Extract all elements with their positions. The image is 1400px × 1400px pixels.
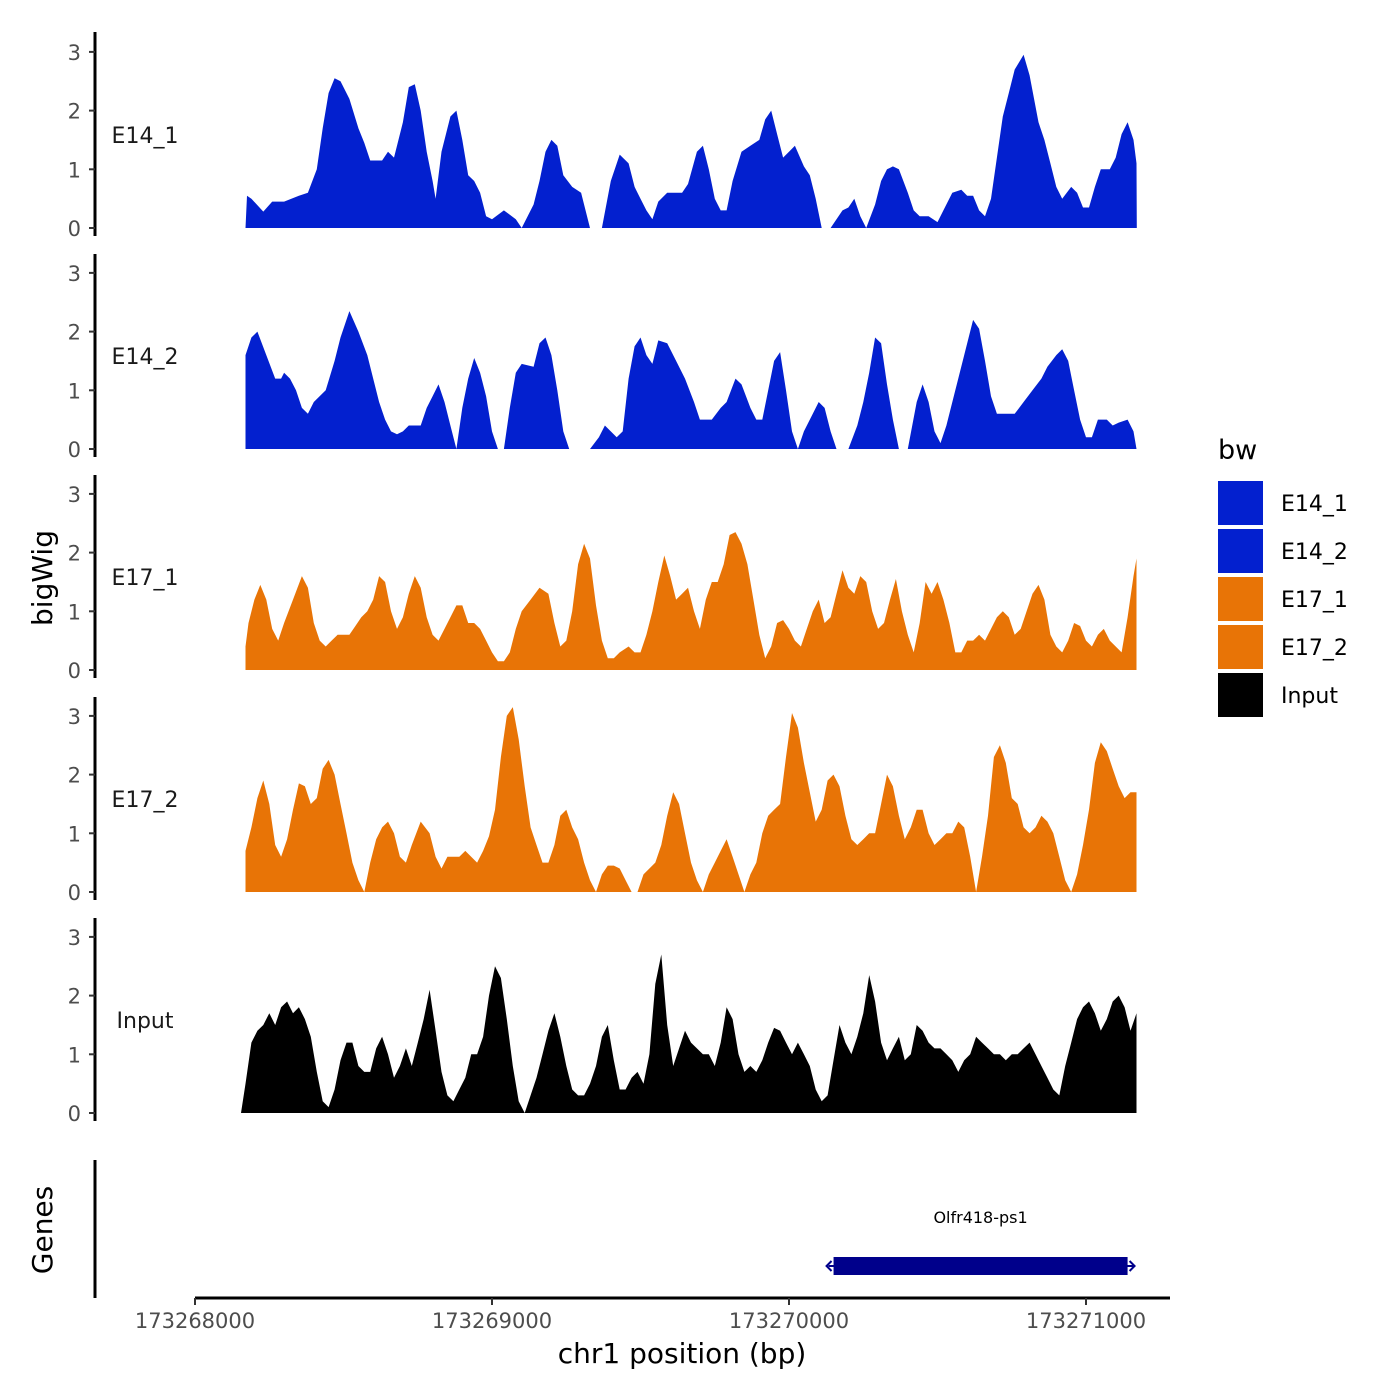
legend-item: E17_2: [1218, 625, 1348, 669]
y-tick-label: 1: [68, 1043, 81, 1067]
gene-label: Olfr418-ps1: [933, 1208, 1027, 1227]
y-axis-title: bigWig: [26, 530, 59, 626]
legend-label: E17_2: [1281, 636, 1348, 661]
legend: bw E14_1 E14_2 E17_1 E17_2 Input: [1218, 435, 1348, 717]
legend-swatch: [1218, 673, 1263, 717]
legend-label: E14_1: [1281, 492, 1348, 517]
legend-label: Input: [1281, 684, 1338, 709]
x-axis-title: chr1 position (bp): [558, 1337, 807, 1370]
y-tick-label: 3: [68, 705, 81, 729]
series-area-e14-2: [245, 311, 1137, 449]
y-tick-label: 2: [68, 542, 81, 566]
y-tick-label: 2: [68, 985, 81, 1009]
legend-swatch: [1218, 481, 1263, 525]
y-tick-label: 0: [68, 881, 81, 905]
track-label: E17_1: [112, 566, 179, 591]
track-input: 0 1 2 3 Input: [68, 918, 1137, 1126]
y-tick-label: 2: [68, 764, 81, 788]
y-tick-label: 3: [68, 483, 81, 507]
genes-panel-title: Genes: [26, 1186, 59, 1274]
y-tick-label: 0: [68, 217, 81, 241]
track-label: Input: [117, 1009, 174, 1034]
y-tick-label: 1: [68, 600, 81, 624]
y-tick-label: 0: [68, 659, 81, 683]
series-area-input: [241, 954, 1137, 1113]
y-tick-label: 0: [68, 438, 81, 462]
y-tick-label: 3: [68, 926, 81, 950]
genes-panel: Olfr418-ps1: [93, 1160, 1136, 1298]
legend-swatch: [1218, 625, 1263, 669]
legend-label: E14_2: [1281, 540, 1348, 565]
y-tick-label: 3: [68, 41, 81, 65]
legend-swatch: [1218, 529, 1263, 573]
series-area-e17-2: [245, 707, 1137, 892]
track-e17-2: 0 1 2 3 E17_2: [68, 697, 1137, 905]
legend-item: E14_1: [1218, 481, 1348, 525]
strand-arrow-icon: [1128, 1260, 1136, 1272]
track-e14-1: 0 1 2 3 E14_1: [68, 32, 1137, 241]
legend-item: E14_2: [1218, 529, 1348, 573]
x-axis: 173268000 173269000 173270000 173271000: [135, 1296, 1170, 1333]
legend-swatch: [1218, 577, 1263, 621]
y-tick-label: 2: [68, 321, 81, 345]
tracks-layer: 0 1 2 3 E14_1 0 1 2 3 E14_2 0 1 2 3 E17_1 0 1 2 3 E17_2 0 1 2 3…: [68, 32, 1137, 1126]
track-e17-1: 0 1 2 3 E17_1: [68, 475, 1137, 683]
track-e14-2: 0 1 2 3 E14_2: [68, 254, 1137, 462]
legend-label: E17_1: [1281, 588, 1348, 613]
y-tick-label: 1: [68, 822, 81, 846]
legend-title: bw: [1218, 435, 1257, 466]
y-tick-label: 0: [68, 1102, 81, 1126]
legend-item: Input: [1218, 673, 1338, 717]
x-tick-label: 173271000: [1026, 1309, 1146, 1333]
gene-feature: Olfr418-ps1: [825, 1208, 1136, 1275]
series-area-e14-1: [245, 54, 1137, 228]
y-tick-label: 1: [68, 379, 81, 403]
track-label: E14_2: [112, 345, 179, 370]
series-area-e17-1: [245, 532, 1137, 670]
x-tick-label: 173268000: [135, 1309, 255, 1333]
legend-item: E17_1: [1218, 577, 1348, 621]
y-tick-label: 1: [68, 158, 81, 182]
track-label: E17_2: [112, 788, 179, 813]
y-tick-label: 3: [68, 262, 81, 286]
strand-arrow-icon: [825, 1260, 833, 1272]
y-tick-label: 2: [68, 100, 81, 124]
x-tick-label: 173269000: [432, 1309, 552, 1333]
x-tick-label: 173270000: [729, 1309, 849, 1333]
track-label: E14_1: [112, 124, 179, 149]
